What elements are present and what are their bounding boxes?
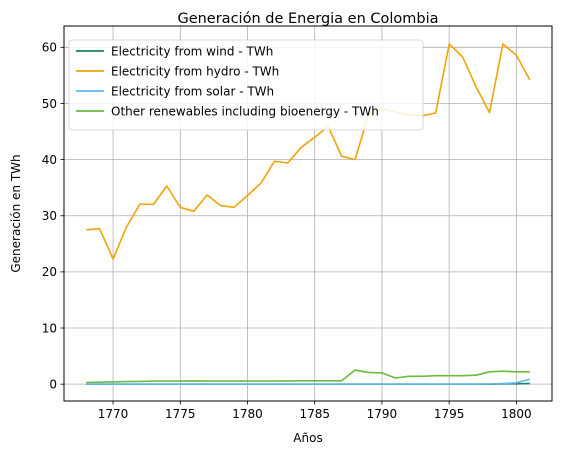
x-tick-label: 1775	[165, 407, 196, 421]
series-layer	[86, 43, 531, 386]
legend-label: Electricity from wind - TWh	[111, 44, 273, 58]
y-tick-label: 30	[42, 209, 57, 223]
legend-label: Electricity from hydro - TWh	[111, 64, 279, 78]
x-axis-ticks: 1770 1775 1780 1785 1790 1795 1800	[98, 401, 532, 421]
x-tick-label: 1800	[501, 407, 532, 421]
series-line-2	[86, 43, 531, 260]
plot-frame	[63, 25, 553, 402]
x-tick-label: 1795	[434, 407, 465, 421]
x-tick-label: 1785	[299, 407, 330, 421]
series-line-3	[86, 378, 531, 386]
legend-label: Electricity from solar - TWh	[111, 84, 274, 98]
y-axis-ticks: 0 10 20 30 40 50 60	[42, 41, 64, 391]
legend-label: Other renewables including bioenergy - T…	[111, 104, 379, 118]
y-tick-label: 40	[42, 153, 57, 167]
x-axis-label: Años	[293, 431, 322, 445]
y-tick-label: 0	[49, 377, 57, 391]
y-axis-label: Generación en TWh	[9, 154, 23, 272]
y-tick-label: 10	[42, 321, 57, 335]
legend: Electricity from wind - TWh Electricity f…	[68, 39, 424, 131]
chart-title: Generación de Energia en Colombia	[177, 11, 438, 27]
x-tick-label: 1770	[98, 407, 129, 421]
x-tick-label: 1780	[232, 407, 263, 421]
y-tick-label: 60	[42, 41, 57, 55]
y-tick-label: 50	[42, 97, 57, 111]
legend-box	[68, 39, 424, 131]
series-line-4	[86, 369, 530, 384]
x-tick-label: 1790	[367, 407, 398, 421]
y-tick-label: 20	[42, 265, 57, 279]
